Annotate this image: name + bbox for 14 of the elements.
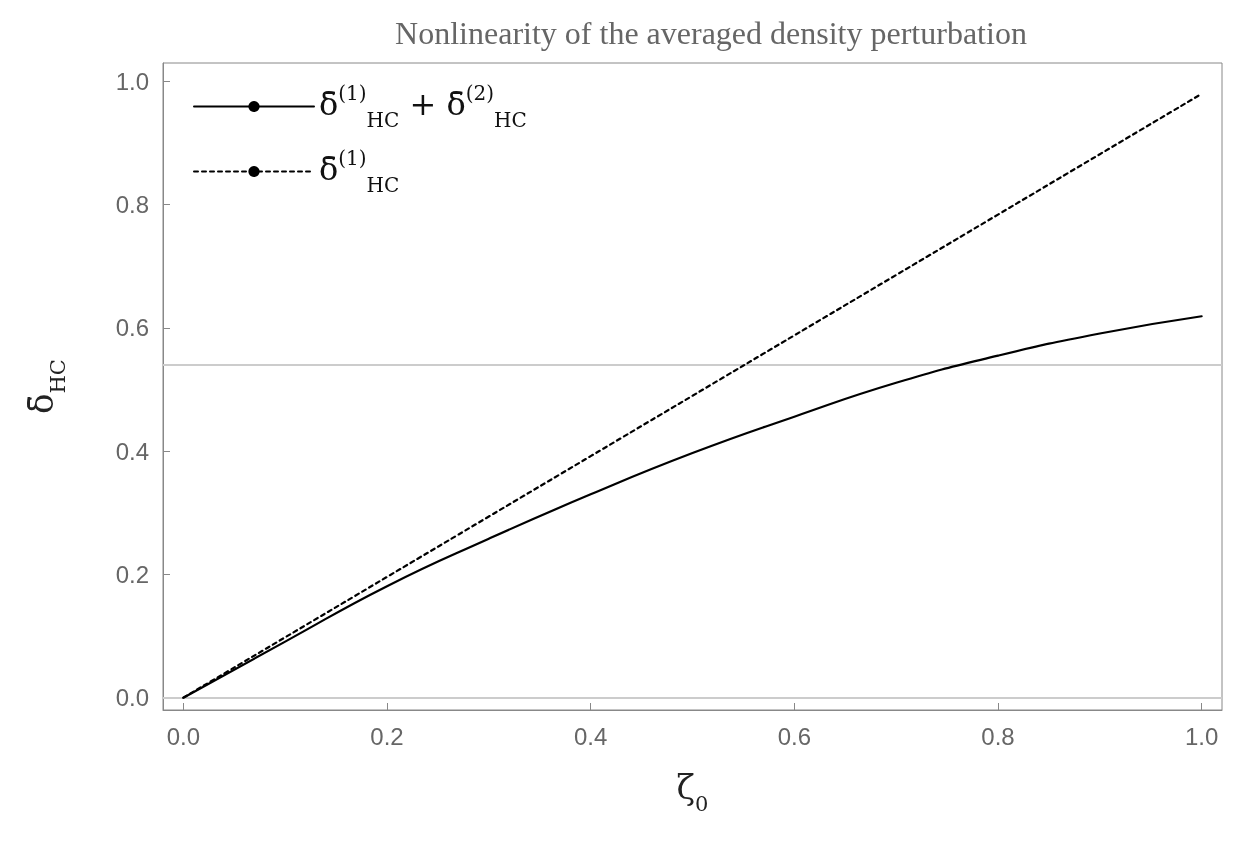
x-tick-label: 1.0 [1184,722,1219,750]
x-tick-label: 0.4 [573,722,608,750]
y-tick-label: 0.8 [115,191,149,219]
chart-title: Nonlinearity of the averaged density perturbation [395,15,1027,51]
y-axis-title: δ̄HC [21,359,70,414]
y-tick-label: 0.6 [115,314,149,342]
x-tick-label: 0.6 [777,722,812,750]
x-tick-label: 0.8 [981,722,1015,750]
y-tick-label: 0.2 [115,560,149,588]
y-tick-label: 0.0 [115,684,149,712]
x-tick-label: 0.2 [370,722,404,750]
x-tick-label: 0.0 [166,722,201,750]
y-tick-label: 0.4 [115,437,149,465]
y-tick-label: 1.0 [115,67,149,95]
